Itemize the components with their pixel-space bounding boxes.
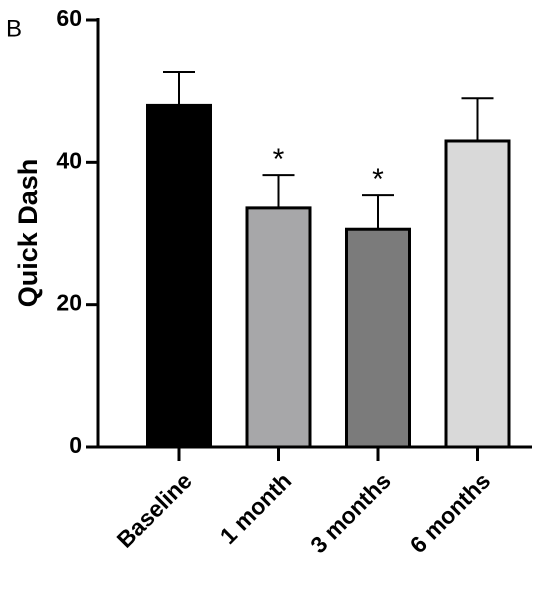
x-tick-label: Baseline <box>112 467 197 552</box>
bar <box>245 206 312 449</box>
panel-label: B <box>6 15 22 42</box>
y-tick-label: 60 <box>56 5 82 31</box>
x-tick-label: 1 month <box>215 467 297 549</box>
y-tick-label: 20 <box>56 290 82 316</box>
y-tick-label: 0 <box>69 432 82 458</box>
y-tick-label: 40 <box>56 147 82 173</box>
x-tick-label: 3 months <box>305 467 396 558</box>
x-tick-label: 6 months <box>405 467 496 558</box>
bar <box>444 139 511 449</box>
y-axis-label: Quick Dash <box>13 159 43 308</box>
bar <box>345 227 411 449</box>
bar <box>146 103 212 449</box>
significance-marker: * <box>273 143 285 176</box>
significance-marker: * <box>372 163 384 196</box>
